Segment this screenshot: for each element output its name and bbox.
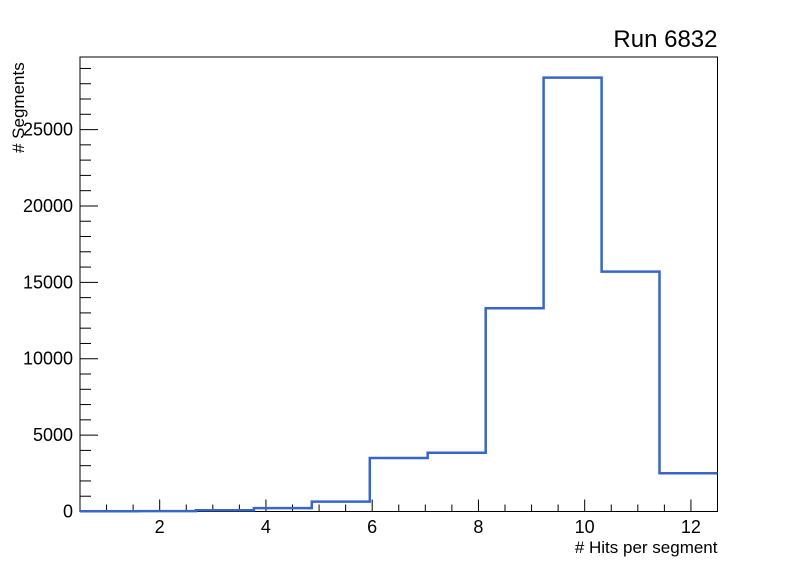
y-tick-label: 10000 bbox=[23, 349, 73, 369]
histogram-step-line bbox=[80, 76, 718, 513]
x-tick-label: 10 bbox=[575, 517, 595, 537]
y-axis-title: # Segments bbox=[9, 62, 28, 153]
y-tick-label: 20000 bbox=[23, 196, 73, 216]
x-axis-title: # Hits per segment bbox=[575, 538, 718, 557]
y-tick-label: 5000 bbox=[33, 425, 73, 445]
x-axis-tick-labels: 2 4 6 8 10 12 bbox=[155, 517, 701, 537]
plot-frame bbox=[79, 56, 718, 512]
y-axis-tick-labels: 0 5000 10000 15000 20000 25000 bbox=[23, 120, 73, 522]
y-tick-label: 0 bbox=[63, 502, 73, 522]
x-tick-label: 8 bbox=[473, 517, 483, 537]
x-axis-ticks bbox=[106, 499, 692, 512]
x-tick-label: 6 bbox=[367, 517, 377, 537]
x-tick-label: 4 bbox=[261, 517, 271, 537]
y-tick-label: 25000 bbox=[23, 120, 73, 140]
chart-title: Run 6832 bbox=[613, 26, 717, 53]
y-tick-label: 15000 bbox=[23, 272, 73, 292]
y-axis-ticks bbox=[80, 67, 98, 512]
x-tick-label: 12 bbox=[681, 517, 701, 537]
x-tick-label: 2 bbox=[155, 517, 165, 537]
